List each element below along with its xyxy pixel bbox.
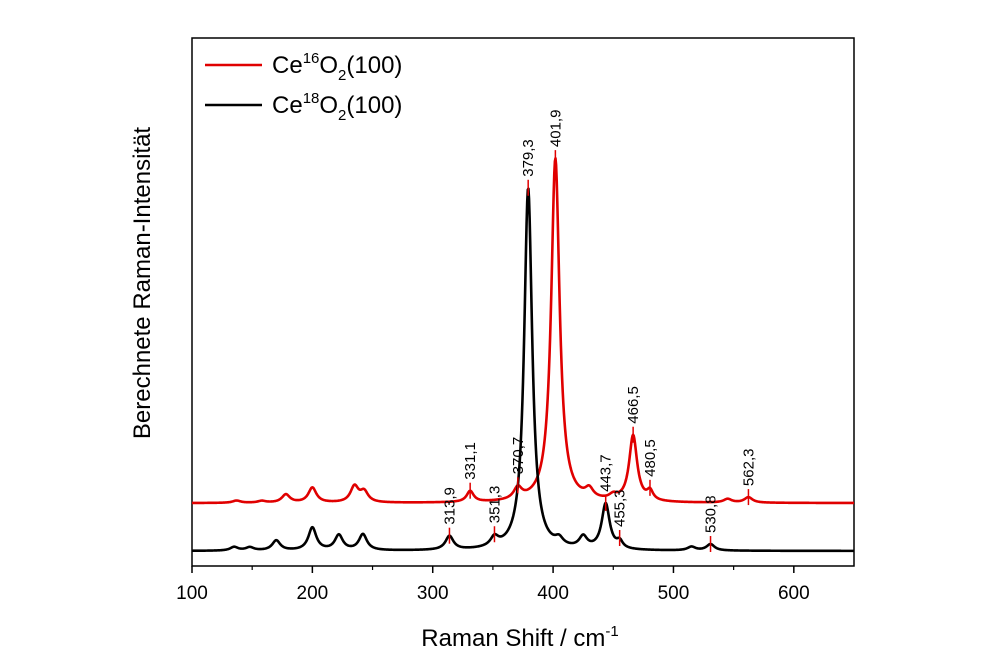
- legend-label-ce18o2: Ce18O2(100): [272, 90, 402, 124]
- peak-label-562-3: 562,3: [740, 449, 757, 487]
- peak-label-331-1: 331,1: [462, 442, 479, 480]
- x-tick-label-500: 500: [658, 583, 690, 604]
- peak-label-443-7: 443,7: [598, 454, 615, 492]
- y-axis-title: Berechnete Raman-Intensität: [129, 127, 156, 440]
- x-axis-title: Raman Shift / cm-1: [421, 623, 618, 652]
- x-axis-ticks: 100 200 300 400 500 600: [176, 566, 810, 604]
- x-axis-title-main: Raman Shift / cm: [421, 625, 605, 652]
- x-tick-label-300: 300: [417, 583, 449, 604]
- peak-label-530-8: 530,8: [703, 495, 720, 533]
- x-axis-title-sup: -1: [605, 623, 618, 640]
- peak-label-351-3: 351,3: [486, 486, 503, 524]
- series-line-ce16o2: [191, 157, 855, 505]
- series-line-ce18o2: [191, 187, 855, 553]
- peak-markers: [448, 150, 750, 552]
- peak-label-370-7: 370,7: [510, 437, 527, 475]
- peak-label-455-3: 455,3: [612, 489, 629, 527]
- plot-frame: [191, 37, 855, 567]
- peak-label-401-9: 401,9: [547, 110, 564, 148]
- peak-label-313-9: 313,9: [441, 487, 458, 525]
- x-tick-label-200: 200: [297, 583, 329, 604]
- peak-label-466-5: 466,5: [625, 386, 642, 424]
- x-tick-label-600: 600: [778, 583, 810, 604]
- legend: Ce16O2(100) Ce18O2(100): [205, 50, 402, 124]
- x-tick-label-100: 100: [176, 583, 208, 604]
- series-layer: [191, 157, 855, 553]
- legend-label-ce16o2: Ce16O2(100): [272, 50, 402, 84]
- peak-label-379-3: 379,3: [520, 139, 537, 177]
- x-tick-label-400: 400: [537, 583, 569, 604]
- peak-label-480-5: 480,5: [642, 439, 659, 477]
